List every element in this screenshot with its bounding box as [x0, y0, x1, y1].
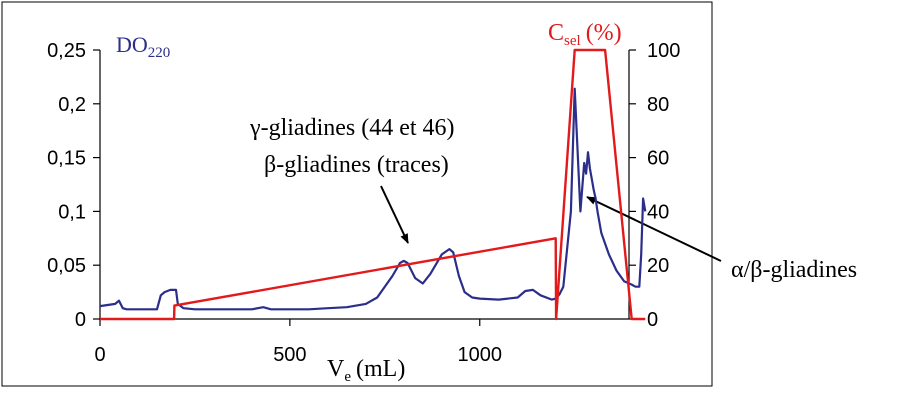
- y-left-tick-label: 0,25: [47, 40, 86, 62]
- y-right-tick-label: 60: [647, 148, 669, 170]
- x-tick-label: 500: [273, 344, 306, 366]
- chart-frame: [1, 1, 713, 387]
- y-left-axis-label-sub: 220: [148, 45, 171, 61]
- x-axis-label-unit: (mL): [356, 356, 405, 382]
- annotation-gamma-gliadines: γ-gliadines (44 et 46): [249, 115, 455, 141]
- y-right-tick-label: 0: [647, 309, 658, 331]
- y-right-axis-label-unit: (%): [586, 20, 622, 46]
- annotation-arrow-alpha: [586, 196, 722, 262]
- x-axis-label-sub: e: [344, 369, 351, 385]
- x-tick-label: 1000: [458, 344, 503, 366]
- annotation-alpha-beta-gliadines: α/β-gliadines: [731, 257, 857, 283]
- y-left-axis-label: DO220: [116, 32, 170, 61]
- series-absorbance-line: [99, 87, 647, 311]
- y-right-axis-label: Csel (%): [548, 20, 622, 49]
- y-left-tick-label: 0,05: [47, 255, 86, 277]
- y-right-tick-label: 80: [647, 94, 669, 116]
- y-left-tick-label: 0,1: [58, 201, 86, 223]
- series-selectivity-line: [100, 48, 646, 321]
- y-left-tick-label: 0: [75, 309, 86, 331]
- x-axis-label: Ve (mL): [327, 356, 405, 385]
- y-right-tick-label: 100: [647, 40, 680, 62]
- annotation-arrow-gamma: [380, 185, 409, 244]
- y-right-tick-label: 20: [647, 255, 669, 277]
- series-layer: [99, 48, 647, 321]
- x-tick-label: 0: [94, 344, 105, 366]
- y-right-tick-label: 40: [647, 201, 669, 223]
- y-left-tick-label: 0,2: [58, 94, 86, 116]
- annotation-beta-gliadines: β-gliadines (traces): [264, 152, 449, 178]
- y-left-tick-label: 0,15: [47, 148, 86, 170]
- y-right-axis-label-sub: sel: [564, 33, 581, 49]
